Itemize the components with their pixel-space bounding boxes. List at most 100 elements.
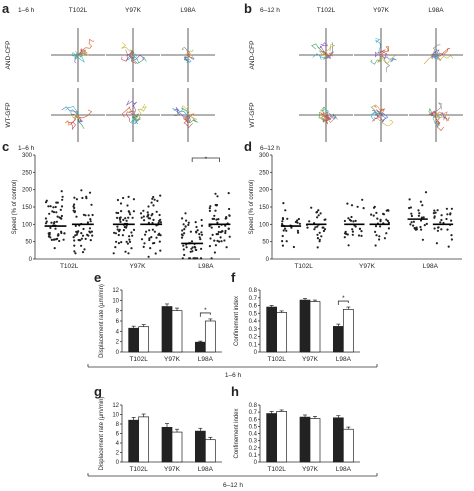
data-point <box>184 212 187 215</box>
data-point <box>200 224 204 227</box>
data-point <box>60 230 63 233</box>
data-point <box>217 218 220 221</box>
data-point <box>417 209 420 212</box>
data-point <box>52 211 56 214</box>
cell-track <box>375 38 382 56</box>
data-point <box>132 228 136 231</box>
cell-track <box>432 44 441 57</box>
data-point <box>212 217 216 220</box>
track-col-label: T102L <box>69 7 88 14</box>
track-plot <box>409 28 463 82</box>
data-point <box>182 248 185 251</box>
data-point <box>122 229 125 232</box>
data-point <box>81 196 84 200</box>
data-point <box>423 224 426 227</box>
cell-track <box>77 114 84 124</box>
data-point <box>379 225 382 228</box>
data-point <box>418 212 421 215</box>
data-point <box>127 210 130 213</box>
data-point <box>216 239 219 242</box>
y-tick-label: 150 <box>22 205 33 211</box>
data-point <box>91 234 94 237</box>
data-point <box>59 217 62 220</box>
chart-panel-h: 00.10.20.30.4 0.50.60.70.8 Confinement ind… <box>234 403 360 473</box>
data-point <box>281 240 284 243</box>
panel-letter-f: f <box>231 270 236 285</box>
cell-track <box>122 106 134 118</box>
data-point <box>158 219 161 223</box>
data-point <box>82 227 85 231</box>
bar <box>342 309 354 353</box>
data-point <box>116 228 119 231</box>
data-point <box>317 214 320 217</box>
data-point <box>285 240 288 243</box>
data-point <box>318 231 321 234</box>
data-point <box>49 205 52 208</box>
y-tick-label: 10 <box>112 413 119 419</box>
data-point <box>294 220 297 224</box>
data-point <box>213 214 216 217</box>
data-point <box>152 218 155 221</box>
data-point <box>131 234 134 237</box>
data-point <box>421 204 424 207</box>
data-point <box>440 214 443 217</box>
data-point <box>200 233 204 236</box>
data-point <box>214 209 217 212</box>
bar <box>161 306 173 353</box>
data-point <box>57 233 60 236</box>
data-point <box>343 236 346 239</box>
data-point <box>88 227 92 230</box>
data-point <box>210 257 213 260</box>
data-point <box>419 200 422 203</box>
data-point <box>225 217 228 220</box>
data-point <box>126 204 129 207</box>
data-point <box>185 246 188 249</box>
cell-track <box>311 43 327 56</box>
bar <box>204 439 216 463</box>
data-point <box>189 230 192 233</box>
data-point <box>73 211 76 214</box>
data-point <box>361 198 364 201</box>
panel-d-time: 6–12 h <box>260 145 280 152</box>
cell-track <box>77 49 90 56</box>
cell-track <box>185 49 194 56</box>
data-point <box>145 230 148 233</box>
track-plot <box>106 88 160 142</box>
data-point <box>52 222 56 225</box>
data-point <box>187 223 190 226</box>
data-point <box>214 192 217 195</box>
data-point <box>375 211 378 214</box>
data-point <box>208 245 211 248</box>
x-tick-label: Y97K <box>302 356 319 363</box>
cell-track <box>435 54 454 61</box>
track-row-label: WT-GFP <box>249 102 256 127</box>
data-point <box>286 217 289 220</box>
data-point <box>73 250 76 253</box>
data-point <box>217 225 221 228</box>
bar <box>171 310 183 353</box>
data-point <box>129 213 132 216</box>
cell-track <box>130 114 141 125</box>
track-plot <box>161 88 215 142</box>
data-point <box>58 239 61 243</box>
data-point <box>292 245 295 249</box>
cell-track <box>129 50 137 64</box>
cell-track <box>121 42 134 56</box>
data-point <box>433 209 436 212</box>
y-tick-label: 8 <box>116 422 120 428</box>
data-point <box>49 226 52 229</box>
data-point <box>74 234 77 237</box>
data-point <box>181 257 184 260</box>
y-tick-label: 12 <box>112 403 119 409</box>
cell-track <box>380 54 390 73</box>
data-point <box>306 226 309 229</box>
y-tick-label: 0 <box>116 350 120 356</box>
data-point <box>183 253 186 257</box>
data-point <box>376 217 379 220</box>
data-point <box>115 211 118 214</box>
y-axis-label: Confinement index <box>234 296 240 346</box>
data-point <box>350 219 353 222</box>
chart-panel-c: 0 50 100 150 200 250 300 Speed (% of control) T1… <box>12 153 240 270</box>
data-point <box>80 237 83 240</box>
data-point <box>297 217 300 221</box>
